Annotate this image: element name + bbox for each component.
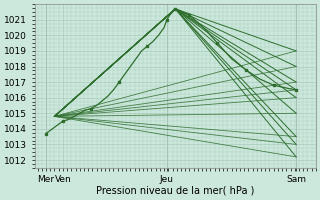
X-axis label: Pression niveau de la mer( hPa ): Pression niveau de la mer( hPa ) <box>96 186 254 196</box>
